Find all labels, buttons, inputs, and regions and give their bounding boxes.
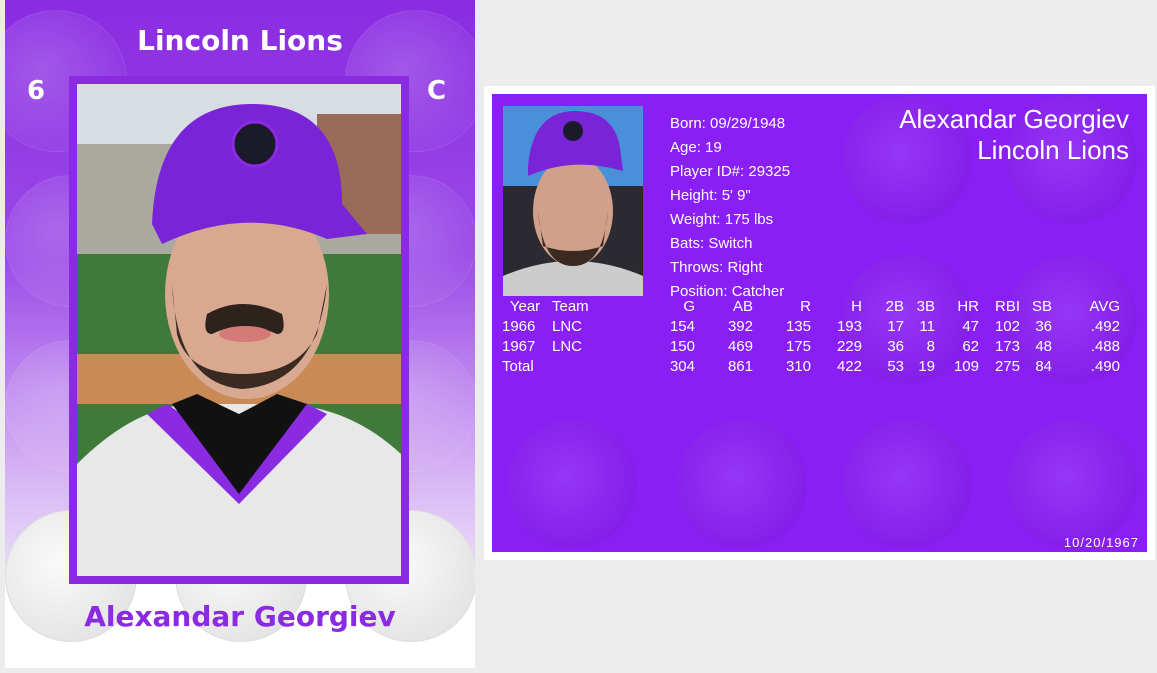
stats-cell: 102 [994, 318, 1020, 335]
player-photo [69, 76, 409, 584]
stats-cell: 173 [994, 338, 1020, 355]
stats-cell: 53 [887, 358, 904, 375]
stats-cell: 150 [669, 338, 695, 355]
stats-table: Year Team G AB R H 2B 3B HR RBI SB AVG 1966 LNC 154 392… [502, 297, 1120, 377]
stats-cell: .492 [1090, 318, 1120, 335]
stats-cell: 84 [1035, 358, 1052, 375]
stats-cell: 19 [918, 358, 935, 375]
stats-cell: 175 [785, 338, 811, 355]
player-thumbnail-image [503, 106, 643, 296]
stats-cell: 47 [962, 318, 979, 335]
bio-bats: Bats: Switch [670, 235, 753, 252]
stats-header-row: Year Team G AB R H 2B 3B HR RBI SB AVG [502, 297, 1120, 317]
team-name: Lincoln Lions [977, 135, 1129, 165]
stats-cell: 304 [669, 358, 695, 375]
stats-row: 1966 LNC 154 392 135 193 17 11 47 102 36 .492 [502, 317, 1120, 337]
stats-cell: 422 [836, 358, 862, 375]
baseball-pattern [1007, 94, 1137, 224]
stats-cell: 469 [727, 338, 753, 355]
card-date: 10/20/1967 [1063, 535, 1139, 550]
baseball-pattern [842, 254, 972, 384]
stats-cell: 8 [926, 338, 935, 355]
card-front: Lincoln Lions 6 C Alexandar Georgiev [5, 0, 475, 668]
player-portrait-image [77, 84, 401, 576]
stats-header-cell: HR [957, 298, 979, 315]
stats-cell: 135 [785, 318, 811, 335]
stats-cell: 229 [836, 338, 862, 355]
stats-cell: 861 [727, 358, 753, 375]
bio-height: Height: 5' 9" [670, 187, 751, 204]
stats-header-cell: G [683, 298, 695, 315]
stats-cell: 36 [887, 338, 904, 355]
position-abbrev: C [427, 76, 447, 106]
baseball-pattern [1007, 254, 1137, 384]
stats-cell: LNC [552, 338, 583, 355]
stats-header-cell: R [800, 298, 811, 315]
stats-cell: 109 [953, 358, 979, 375]
stats-cell: 154 [669, 318, 695, 335]
baseball-pattern [677, 419, 807, 549]
team-name: Lincoln Lions [137, 24, 343, 57]
stats-cell: .488 [1090, 338, 1120, 355]
jersey-number: 6 [27, 76, 46, 106]
bio-position: Position: Catcher [670, 283, 785, 300]
stats-cell: 1966 [502, 318, 536, 335]
stats-cell: 36 [1035, 318, 1052, 335]
baseball-pattern [507, 419, 637, 549]
bio-player-id: Player ID#: 29325 [670, 163, 791, 180]
player-name: Alexandar Georgiev [899, 104, 1129, 134]
stats-header-cell: Year [509, 298, 541, 315]
back-header: Alexandar Georgiev Lincoln Lions [899, 104, 1129, 166]
bio-age: Age: 19 [670, 139, 722, 156]
player-name: Alexandar Georgiev [84, 600, 396, 633]
card-back: Born: 09/29/1948 Age: 19 Player ID#: 293… [484, 86, 1155, 560]
baseball-pattern [842, 419, 972, 549]
stats-cell: 17 [887, 318, 904, 335]
stats-cell [548, 357, 610, 377]
bio-weight: Weight: 175 lbs [670, 211, 774, 228]
bio-born: Born: 09/29/1948 [670, 115, 786, 132]
stats-cell: .490 [1090, 358, 1120, 375]
stats-cell: 48 [1035, 338, 1052, 355]
bio-throws: Throws: Right [670, 259, 763, 276]
stats-cell: 193 [836, 318, 862, 335]
stats-header-cell: AVG [1089, 298, 1120, 315]
stats-cell: 392 [727, 318, 753, 335]
player-thumbnail [503, 106, 643, 296]
stats-cell: 275 [994, 358, 1020, 375]
stats-row: 1967 LNC 150 469 175 229 36 8 62 173 48 .488 [502, 337, 1120, 357]
stats-header-cell: AB [732, 298, 753, 315]
stats-header-cell: H [851, 298, 862, 315]
stats-cell: 62 [962, 338, 979, 355]
stats-header-cell: SB [1031, 298, 1052, 315]
stats-row: Total 304 861 310 422 53 19 109 275 84 .490 [502, 357, 1120, 377]
stats-cell: Total [502, 358, 534, 375]
stats-header-cell: 3B [916, 298, 935, 315]
card-back-panel: Born: 09/29/1948 Age: 19 Player ID#: 293… [492, 94, 1147, 552]
stats-header-cell: Team [552, 298, 589, 315]
stats-header-cell: RBI [994, 298, 1020, 315]
stats-cell: 11 [919, 318, 935, 335]
stats-cell: LNC [552, 318, 583, 335]
stats-cell: 1967 [502, 338, 536, 355]
stats-header-cell: 2B [885, 298, 904, 315]
player-bio: Born: 09/29/1948 Age: 19 Player ID#: 293… [670, 112, 790, 304]
baseball-pattern [1007, 419, 1137, 549]
baseball-pattern [842, 94, 972, 224]
stats-cell: 310 [785, 358, 811, 375]
